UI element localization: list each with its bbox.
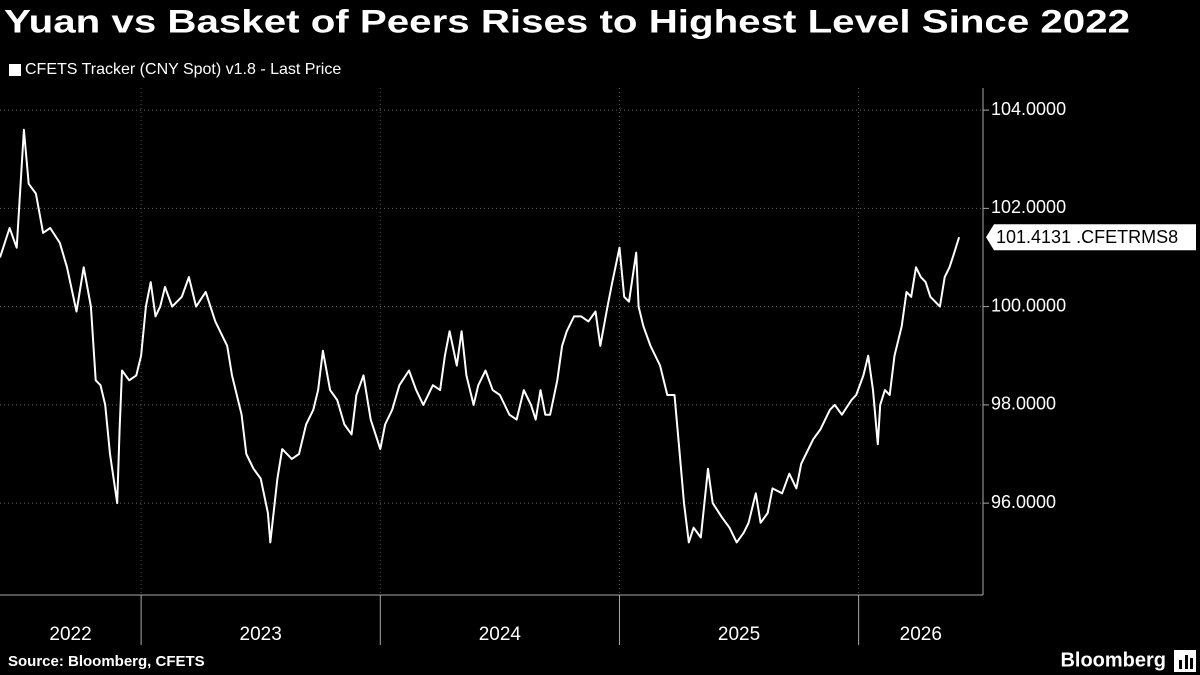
x-tick-label: 2025 xyxy=(718,624,760,645)
y-tick-label: 98.0000 xyxy=(991,394,1056,414)
y-tick-label: 102.0000 xyxy=(991,197,1066,217)
x-tick-label: 2023 xyxy=(240,624,282,645)
source-note: Source: Bloomberg, CFETS xyxy=(8,653,205,670)
legend-swatch xyxy=(9,64,21,76)
y-tick-label: 100.0000 xyxy=(991,295,1066,315)
data-line xyxy=(0,128,961,544)
legend-label: CFETS Tracker (CNY Spot) v1.8 - Last Pri… xyxy=(25,61,341,78)
x-tick-label: 2026 xyxy=(900,624,942,645)
brand-icon-bar xyxy=(1190,658,1193,669)
brand-logo: Bloomberg xyxy=(1060,649,1166,671)
x-tick-label: 2022 xyxy=(49,624,91,645)
last-value-box xyxy=(986,224,1196,251)
x-tick-label: 2024 xyxy=(479,624,522,645)
brand-icon-bar xyxy=(1179,660,1182,669)
brand-icon-bar xyxy=(1185,655,1188,669)
y-tick-label: 96.0000 xyxy=(991,492,1056,512)
chart-title: Yuan vs Basket of Peers Rises to Highest… xyxy=(4,3,1130,39)
y-tick-label: 104.0000 xyxy=(991,99,1066,119)
last-value-label: 101.4131 .CFETRMS8 xyxy=(996,227,1178,247)
